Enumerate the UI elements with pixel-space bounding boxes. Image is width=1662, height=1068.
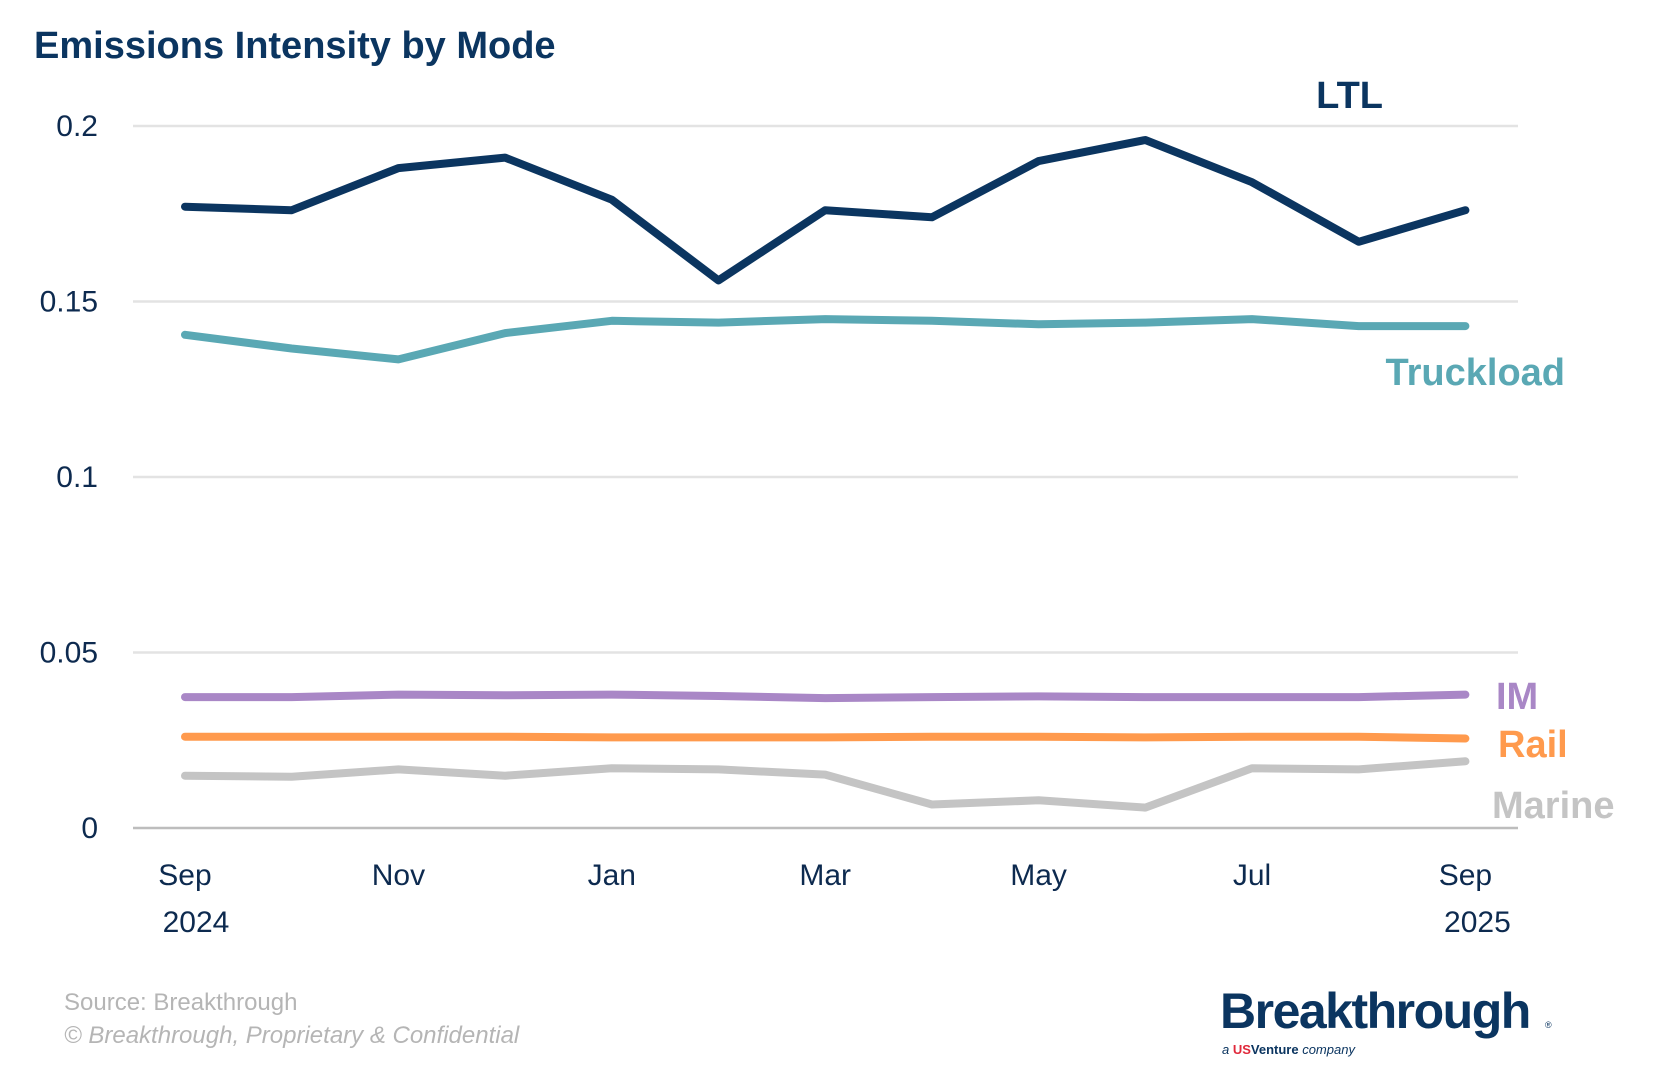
series-line-ltl: [181, 136, 1470, 285]
series-line-im: [181, 690, 1470, 703]
y-tick-label: 0.2: [56, 110, 98, 143]
series-label-marine: Marine: [1492, 785, 1614, 827]
x-tick-label: Jan: [588, 859, 636, 892]
x-tick-label: May: [1010, 859, 1067, 892]
x-tick-label: Jul: [1233, 859, 1271, 892]
series-line-rail: [181, 732, 1470, 743]
x-tick-label: Sep: [1439, 859, 1492, 892]
svg-text:®: ®: [1545, 1020, 1552, 1030]
series-label-ltl: LTL: [1316, 75, 1383, 117]
series-line-marine: [181, 757, 1470, 812]
x-tick-label: Mar: [799, 859, 851, 892]
y-tick-label: 0.1: [56, 461, 98, 494]
svg-text:a USVenture company: a USVenture company: [1222, 1042, 1356, 1057]
series-line-truckload: [181, 315, 1470, 364]
x-tick-year-label: 2024: [163, 906, 230, 939]
y-tick-label: 0.15: [40, 286, 98, 319]
series-label-rail: Rail: [1498, 724, 1568, 766]
x-tick-label: Sep: [158, 859, 211, 892]
x-tick-label: Nov: [372, 859, 425, 892]
copyright-note: © Breakthrough, Proprietary & Confidenti…: [64, 1022, 520, 1049]
y-tick-label: 0: [81, 812, 98, 845]
breakthrough-logo: Breakthrough ® a USVenture company: [1220, 983, 1552, 1057]
series-label-im: IM: [1496, 676, 1538, 718]
svg-text:Breakthrough: Breakthrough: [1220, 983, 1530, 1039]
series-label-truckload: Truckload: [1386, 352, 1566, 394]
source-note: Source: Breakthrough: [64, 989, 297, 1016]
y-tick-label: 0.05: [40, 637, 98, 670]
chart-title: Emissions Intensity by Mode: [34, 25, 556, 67]
x-tick-year-label: 2025: [1444, 906, 1511, 939]
